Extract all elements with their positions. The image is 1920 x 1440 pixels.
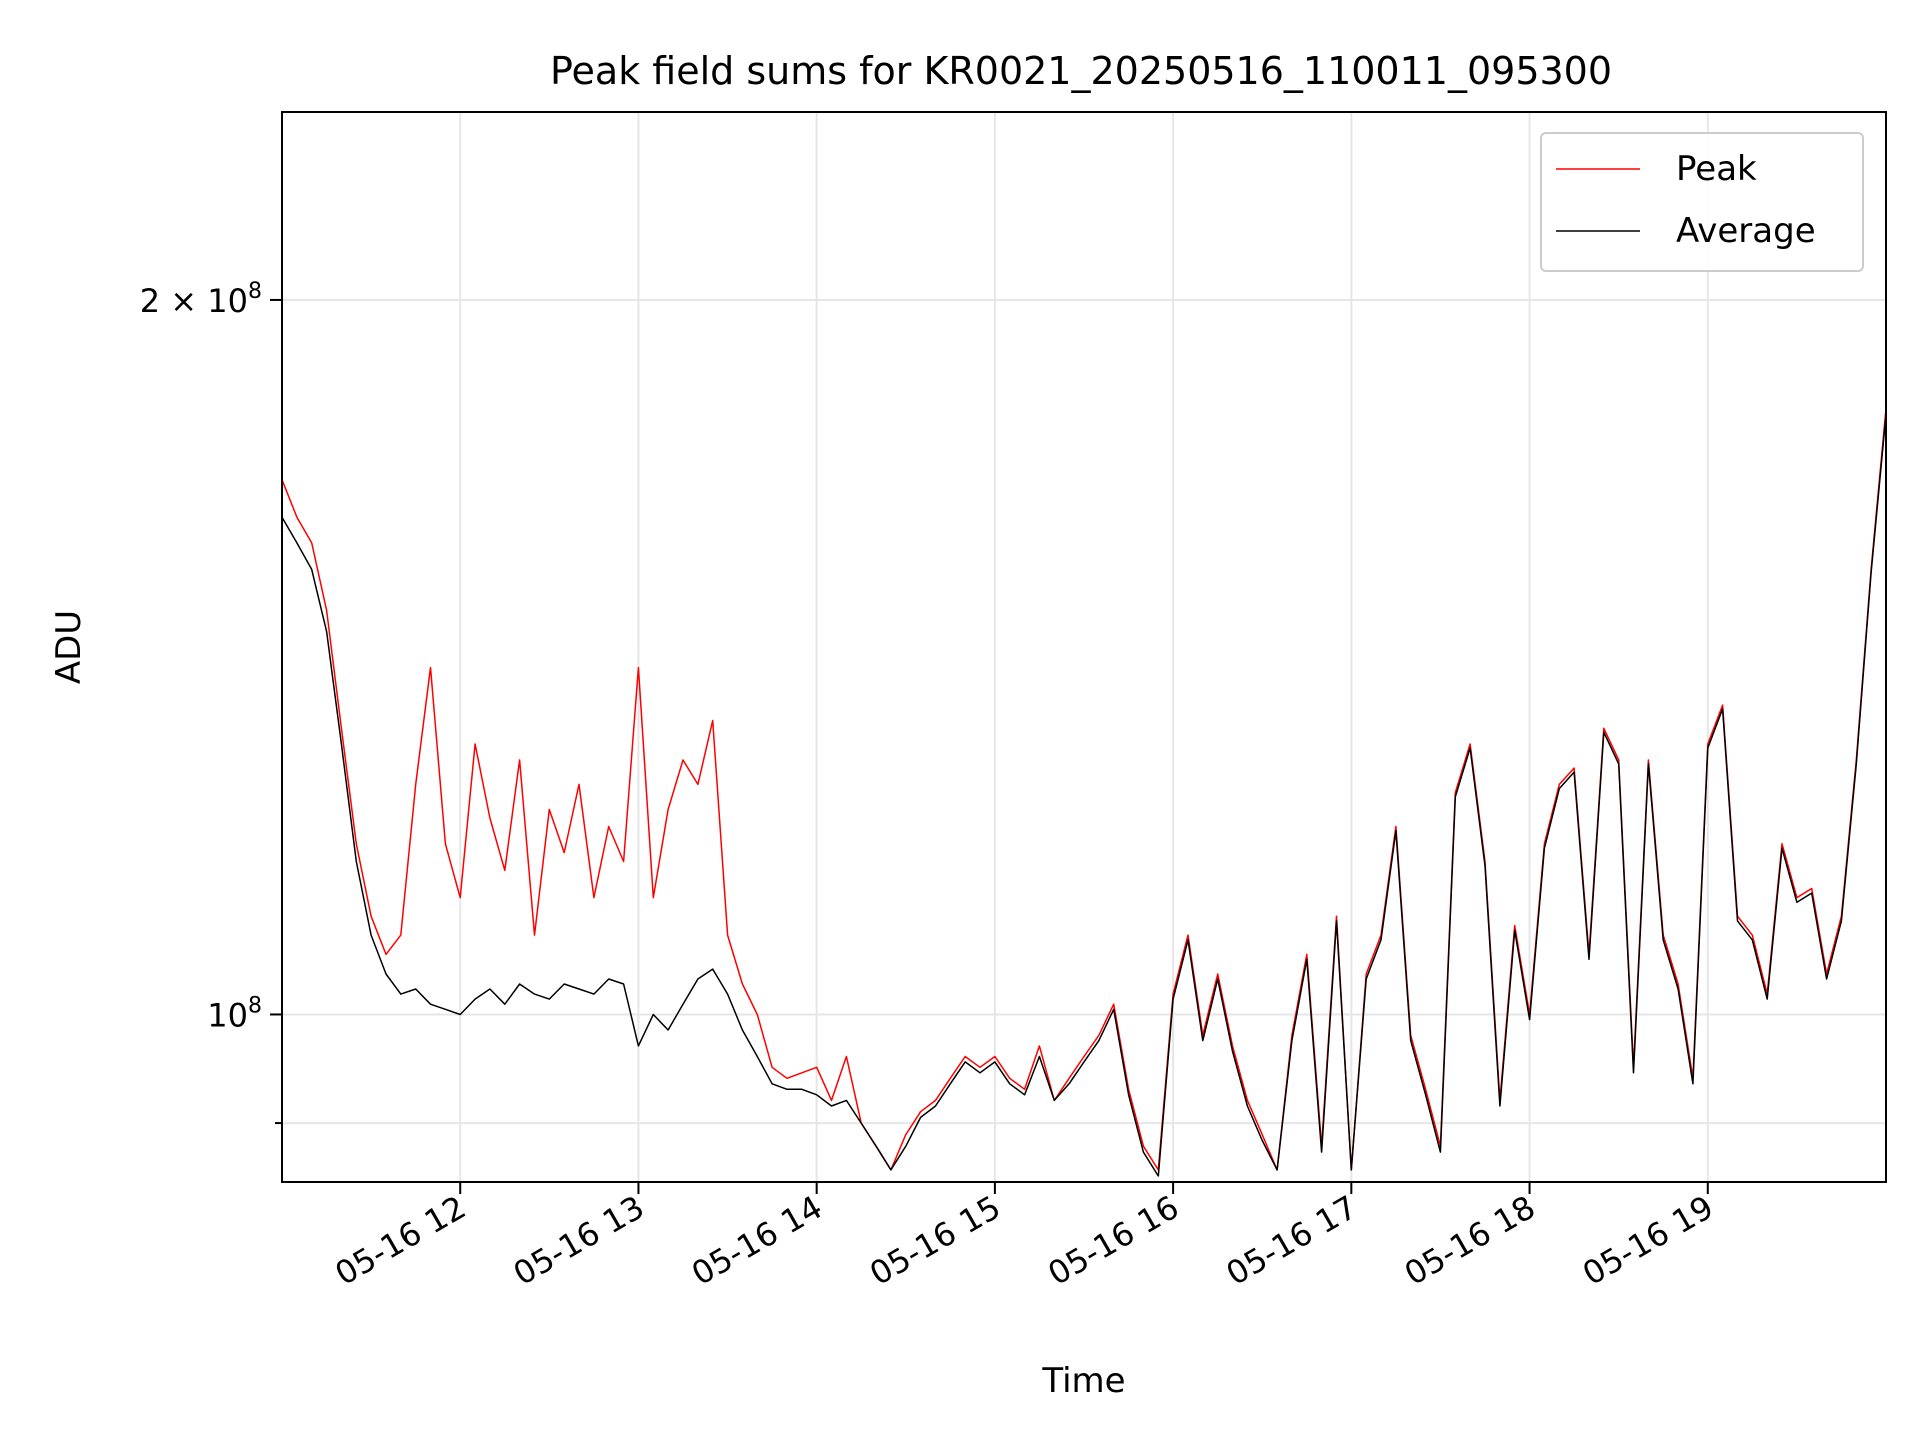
- series-layer: [282, 408, 1886, 1177]
- legend-label-peak: Peak: [1676, 149, 1757, 189]
- y-axis-label: ADU: [49, 610, 89, 684]
- y-tick-label: 2 × 108: [140, 279, 262, 320]
- legend-box: [1540, 132, 1864, 272]
- legend-label-average: Average: [1676, 211, 1816, 251]
- y-tick-label: 108: [207, 993, 262, 1034]
- legend: Peak Average: [1540, 132, 1864, 272]
- series-line-peak: [282, 408, 1886, 1171]
- series-line-average: [282, 414, 1886, 1177]
- chart-title: Peak field sums for KR0021_20250516_1100…: [550, 49, 1612, 93]
- x-axis-label: Time: [1041, 1361, 1125, 1401]
- plot-frame: [281, 111, 1887, 1183]
- grid: [282, 112, 1886, 1182]
- y-axis: 108 2 × 108: [140, 279, 282, 1125]
